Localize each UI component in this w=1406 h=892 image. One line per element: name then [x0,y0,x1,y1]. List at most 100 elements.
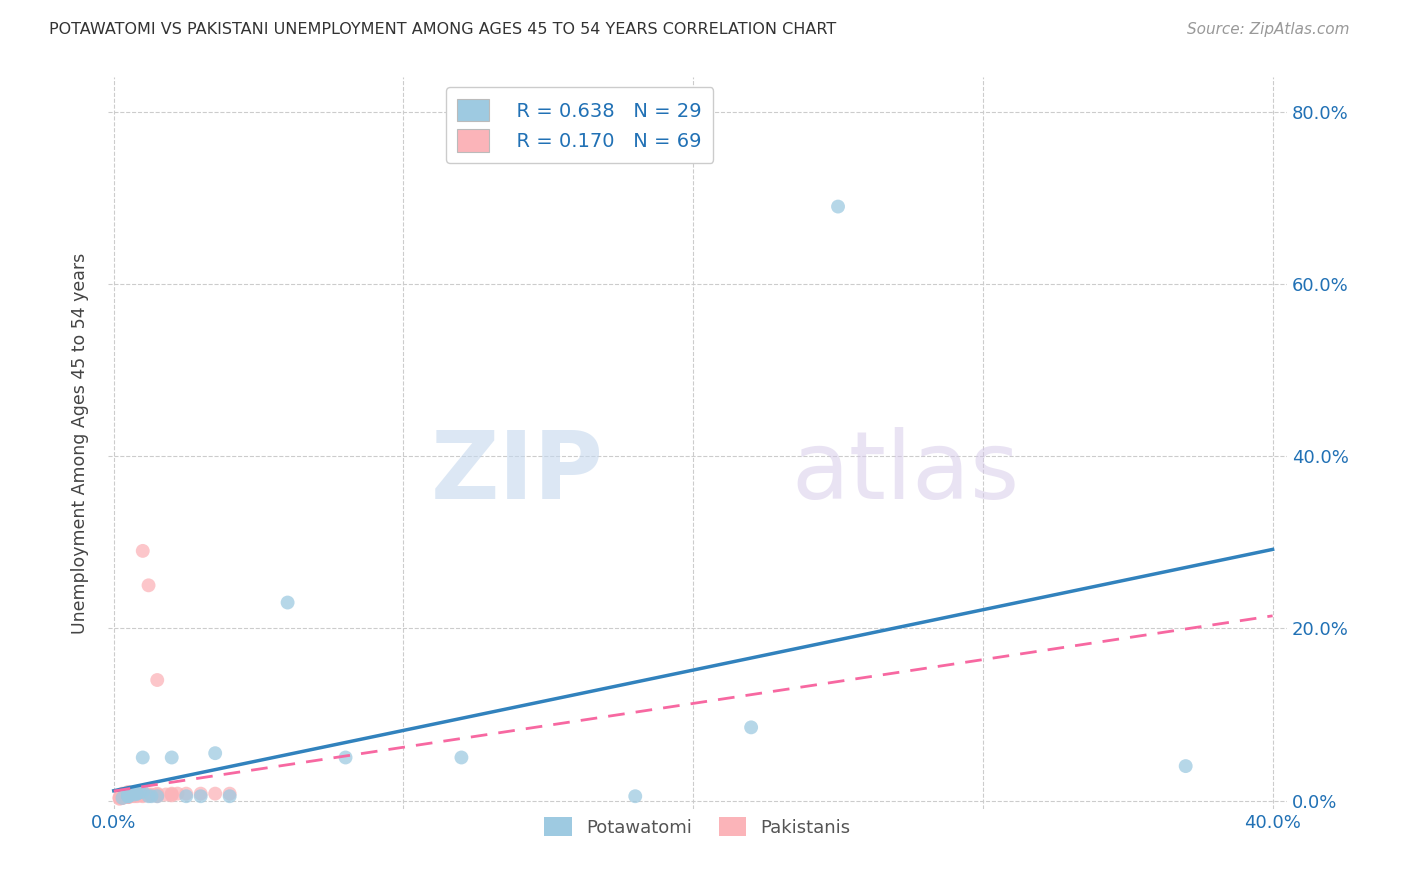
Point [160,788,183,802]
Point [160,789,183,803]
Point [277,595,299,609]
Point [111,787,134,801]
Point [1174,759,1197,773]
Text: ZIP: ZIP [430,426,603,518]
Point [122,789,145,803]
Point [138,788,160,802]
Point [146,787,169,801]
Point [450,750,472,764]
Point [111,789,134,804]
Text: POTAWATOMI VS PAKISTANI UNEMPLOYMENT AMONG AGES 45 TO 54 YEARS CORRELATION CHART: POTAWATOMI VS PAKISTANI UNEMPLOYMENT AMO… [49,22,837,37]
Point [204,787,226,801]
Point [132,544,155,558]
Point [218,787,240,801]
Point [120,789,142,804]
Point [114,789,136,804]
Point [117,788,139,802]
Point [827,200,849,214]
Point [132,789,155,804]
Point [117,787,139,801]
Point [125,787,148,801]
Point [146,789,169,803]
Point [141,788,163,802]
Point [138,578,160,592]
Point [125,789,148,803]
Legend: Potawatomi, Pakistanis: Potawatomi, Pakistanis [537,810,858,844]
Point [160,787,183,801]
Point [125,787,148,801]
Point [111,789,134,804]
Point [125,787,148,801]
Point [132,785,155,799]
Point [141,789,163,804]
Point [114,789,136,803]
Point [117,789,139,803]
Point [740,720,762,734]
Point [190,789,212,804]
Point [335,750,357,764]
Point [117,790,139,805]
Point [111,788,134,802]
Point [146,789,169,804]
Point [155,788,177,802]
Point [111,789,134,803]
Point [624,789,647,804]
Point [138,789,160,804]
Point [141,789,163,803]
Point [132,788,155,802]
Point [111,791,134,805]
Point [146,673,169,687]
Point [117,790,139,805]
Point [174,789,197,804]
Point [120,788,142,802]
Point [174,787,197,801]
Point [122,788,145,802]
Point [117,789,139,804]
Point [117,789,139,803]
Point [122,788,145,802]
Point [166,787,188,801]
Point [146,789,169,804]
Point [128,785,150,799]
Point [114,790,136,805]
Point [108,792,131,806]
Point [114,788,136,802]
Text: atlas: atlas [792,426,1021,518]
Point [132,750,155,764]
Point [122,789,145,804]
Point [138,789,160,803]
Point [190,787,212,801]
Point [117,785,139,799]
Point [111,791,134,805]
Point [117,789,139,804]
Point [117,788,139,802]
Point [120,789,142,803]
Point [108,791,131,805]
Point [111,789,134,804]
Point [111,790,134,805]
Point [204,746,226,760]
Point [111,791,134,805]
Point [160,750,183,764]
Point [108,790,131,805]
Point [117,789,139,803]
Point [117,787,139,801]
Point [117,789,139,804]
Point [146,788,169,802]
Point [125,788,148,802]
Point [132,789,155,803]
Point [114,789,136,803]
Point [117,789,139,804]
Point [117,789,139,804]
Text: Source: ZipAtlas.com: Source: ZipAtlas.com [1187,22,1350,37]
Point [111,789,134,803]
Point [125,789,148,804]
Point [117,787,139,801]
Point [128,789,150,803]
Point [111,789,134,803]
Point [218,789,240,804]
Point [117,789,139,803]
Point [114,789,136,804]
Y-axis label: Unemployment Among Ages 45 to 54 years: Unemployment Among Ages 45 to 54 years [72,252,89,634]
Point [128,788,150,802]
